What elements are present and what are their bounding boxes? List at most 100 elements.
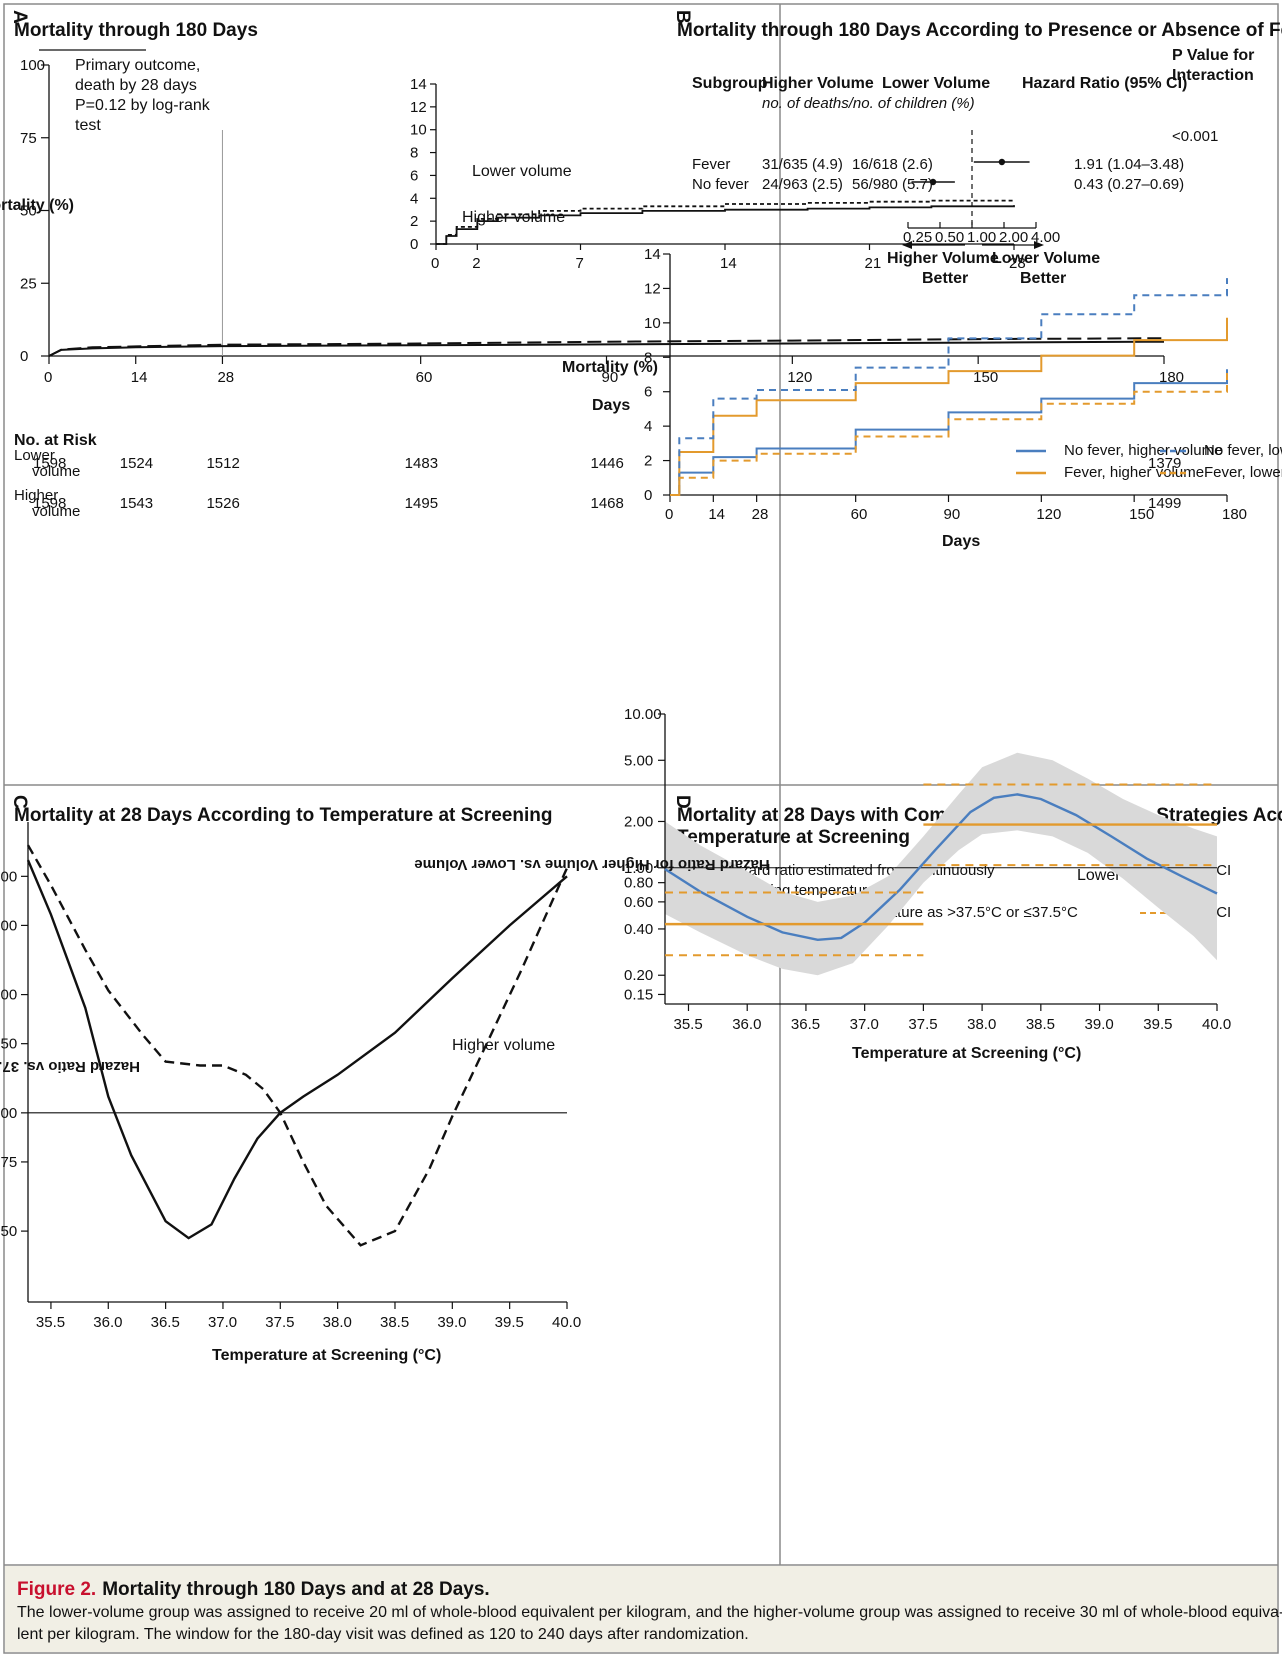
panel-a-inset-y-tick-label: 0 (410, 236, 418, 253)
panel-c-title: Mortality at 28 Days According to Temper… (14, 805, 552, 826)
panel-d-y-tick-label: 2.00 (624, 813, 653, 830)
caption-line-2: lent per kilogram. The window for the 18… (17, 1626, 749, 1643)
panel-a-x-tick-label: 28 (217, 369, 234, 386)
panel-c-x-tick-label: 39.5 (495, 1314, 524, 1331)
panel-a-y-tick-label: 75 (20, 130, 37, 147)
panel-a-letter: A (9, 10, 30, 24)
panel-b-y-tick-label: 2 (644, 453, 652, 470)
panel-a-x-label: Days (592, 397, 630, 414)
panel-c-x-tick-label: 38.0 (323, 1314, 352, 1331)
caption: Figure 2. Mortality through 180 Days and … (17, 1579, 1282, 1643)
panel-c-y-tick-label: 3.00 (0, 917, 17, 934)
caption-line-1: The lower-volume group was assigned to r… (17, 1604, 1282, 1621)
panel-a-x-tick-label: 14 (131, 369, 148, 386)
header-p2: Interaction (1172, 67, 1254, 84)
panel-a-label-lower: Lower volume (472, 163, 572, 180)
panel-c-x-tick-label: 37.5 (265, 1314, 294, 1331)
risk-label-lower-1: Lower (14, 447, 55, 464)
panel-a-inset-y-tick-label: 8 (410, 145, 418, 162)
forest-tick-label: 1.00 (967, 229, 996, 246)
header-subgroup: Subgroup (692, 75, 768, 92)
panel-c-x-tick-label: 37.0 (208, 1314, 237, 1331)
panel-d-y-tick-label: 0.40 (624, 921, 653, 938)
row-fever-hr: 1.91 (1.04–3.48) (1074, 156, 1184, 173)
panel-a-annotation-4: test (75, 117, 101, 134)
panel-d-title-2: Temperature at Screening (677, 827, 910, 848)
risk-value: 1483 (405, 455, 438, 472)
panel-b-y-label: Mortality (%) (562, 359, 658, 376)
panel-d-plot: 35.5 36.0 36.5 37.0 37.5 38.0 38.5 39.0 39.5 40.0… (414, 706, 1231, 1062)
panel-d-y-tick-label: 1.00 (624, 860, 653, 877)
forest-point-1 (998, 158, 1006, 166)
panel-a-title: Mortality through 180 Days (14, 20, 258, 41)
panel-b-x-tick-label: 150 (1129, 506, 1154, 523)
panel-a: A Mortality through 180 Days (9, 10, 258, 41)
panel-b-title: Mortality through 180 Days According to … (677, 20, 1282, 41)
row-nofever-hr: 0.43 (0.27–0.69) (1074, 176, 1184, 193)
panel-d-hr-curve (664, 793, 1218, 942)
arrow-left-head (902, 241, 912, 249)
forest-tick-label: 0.50 (935, 229, 964, 246)
panel-a-inset-series-higher (436, 205, 1015, 245)
risk-value: 1512 (206, 455, 239, 472)
p-value: <0.001 (1172, 128, 1218, 145)
panel-c-letter: C (9, 795, 30, 809)
panel-c-x-tick-label: 39.0 (437, 1314, 466, 1331)
panel-a-x-tick-label: 60 (416, 369, 433, 386)
figure-frame (3, 3, 1279, 1654)
panel-d-x-tick-label: 37.0 (850, 1016, 879, 1033)
panel-a-annotation-2: death by 28 days (75, 77, 197, 94)
panel-b-letter: B (672, 10, 693, 24)
risk-value: 1526 (206, 495, 239, 512)
panel-a-y-tick-label: 100 (20, 57, 45, 74)
panel-c-x-tick-label: 36.5 (151, 1314, 180, 1331)
panel-b-x-tick-label: 28 (752, 506, 769, 523)
header-sub: no. of deaths/no. of children (%) (762, 95, 975, 112)
panel-a-inset-y-tick-label: 4 (410, 190, 418, 207)
panel-a-inset-x-tick-label: 28 (1009, 255, 1026, 272)
panel-d-x-tick-label: 38.0 (967, 1016, 996, 1033)
panel-c-x-label: Temperature at Screening (°C) (212, 1347, 441, 1364)
panel-a-inset-y-tick-label: 2 (410, 213, 418, 230)
panel-a-x-tick-label: 150 (973, 369, 998, 386)
caption-figure-label: Figure 2. (17, 1579, 96, 1600)
risk-value: 1379 (1148, 455, 1181, 472)
panel-b-x-tick-label: 14 (708, 506, 725, 523)
panel-c-x-tick-label: 40.0 (552, 1314, 581, 1331)
panel-a-inset-x-tick-label: 7 (576, 255, 584, 272)
panel-d-x-tick-label: 36.0 (732, 1016, 761, 1033)
header-p1: P Value for (1172, 47, 1254, 64)
panel-c-y-axis-label: Hazard Ratio vs. 37.5°C in Lower-Volume … (0, 1058, 140, 1075)
risk-value: 1446 (591, 455, 624, 472)
panel-a-x-tick-label: 180 (1159, 369, 1184, 386)
panel-a-y-label: Mortality (%) (0, 197, 74, 214)
panel-d-x-tick-label: 39.0 (1085, 1016, 1114, 1033)
panel-b-plot: 0 14 28 60 90 120 150 180 0 2 4 6 8 10 12 14 Days Mortali… (562, 246, 1247, 550)
panel-b-y-tick-label: 6 (644, 384, 652, 401)
panel-a-x-tick-label: 0 (44, 369, 52, 386)
panel-d-ci-band (665, 752, 1217, 976)
panel-c: C Mortality at 28 Days According to Temp… (9, 795, 1177, 1054)
risk-label-lower-2: volume (32, 463, 80, 480)
better-right-2: Better (1020, 270, 1066, 287)
forest-tick-label: 4.00 (1031, 229, 1060, 246)
panel-d-y-tick-label: 5.00 (624, 752, 653, 769)
panel-b-y-tick-label: 12 (644, 280, 661, 297)
panel-d-y-tick-label: 10.00 (624, 706, 662, 723)
legend-b-1: No fever, higher volume (1064, 442, 1222, 459)
panel-a-x-tick-label: 120 (787, 369, 812, 386)
header-hr: Hazard Ratio (95% CI) (1022, 75, 1187, 92)
panel-d-y-tick-label: 0.60 (624, 894, 653, 911)
risk-title: No. at Risk (14, 432, 97, 449)
row-fever-lower: 16/618 (2.6) (852, 156, 933, 173)
panel-b-y-tick-label: 0 (644, 487, 652, 504)
panel-b: B Mortality through 180 Days According t… (672, 10, 1282, 481)
panel-b-series-4 (670, 369, 1228, 496)
caption-title: Figure 2. Mortality through 180 Days and … (17, 1579, 490, 1600)
panel-b-series-2 (670, 317, 1228, 496)
panel-d-letter: D (672, 795, 693, 809)
panel-b-x-tick-label: 0 (665, 506, 673, 523)
panel-d-x-label: Temperature at Screening (°C) (852, 1045, 1081, 1062)
panel-a-x-tick-label: 90 (602, 369, 619, 386)
legend-b-3: No fever, lower volume (1204, 442, 1282, 459)
